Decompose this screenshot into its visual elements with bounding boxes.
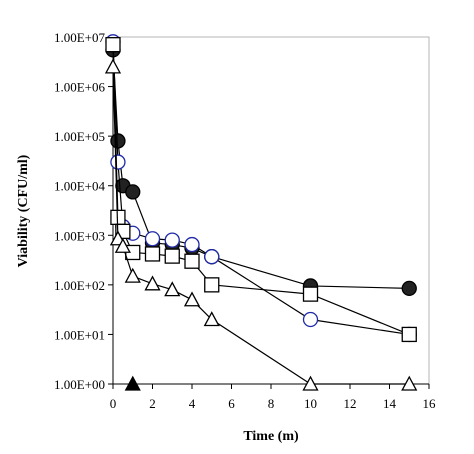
data-point: [124, 267, 141, 283]
x-tick-labels: 0 2 4 6 8 10 12 14 16: [110, 396, 436, 411]
data-point: [164, 248, 180, 264]
data-point: [164, 281, 181, 297]
y-tick-label: 1.00E+00: [54, 377, 105, 392]
series-filled-triangle: [124, 375, 141, 391]
series-line: [112, 41, 410, 336]
data-point: [302, 311, 319, 328]
series-open-square: [105, 37, 417, 343]
y-tick-label: 1.00E+03: [54, 228, 105, 243]
data-point: [203, 311, 220, 327]
x-tick-label: 2: [149, 396, 156, 411]
x-tick-label: 6: [228, 396, 235, 411]
y-tick-labels: 1.00E+00 1.00E+01 1.00E+02 1.00E+03 1.00E+04…: [54, 30, 106, 392]
y-tick-label: 1.00E+05: [54, 129, 105, 144]
data-point: [302, 375, 319, 391]
x-tick-label: 14: [383, 396, 397, 411]
plot-area: [112, 36, 430, 385]
data-point: [104, 58, 122, 74]
y-tick-label: 1.00E+04: [54, 179, 106, 194]
y-tick-label: 1.00E+06: [54, 80, 106, 95]
series-layer: [104, 34, 418, 391]
data-point: [204, 277, 220, 293]
data-point: [124, 375, 141, 391]
y-axis-label: Viability (CFU/ml): [16, 154, 31, 267]
data-point: [401, 326, 417, 343]
data-point: [144, 246, 161, 262]
data-point: [184, 253, 200, 269]
data-point: [204, 249, 220, 265]
y-tick-label: 1.00E+02: [54, 278, 105, 293]
y-tick-label: 1.00E+01: [54, 327, 105, 342]
x-tick-label: 4: [189, 396, 196, 411]
x-tick-label: 12: [344, 396, 357, 411]
x-axis-label: Time (m): [243, 429, 299, 444]
x-tick-label: 10: [304, 396, 317, 411]
data-point: [110, 133, 126, 149]
data-point: [114, 237, 131, 253]
series-open-triangle: [104, 58, 418, 391]
data-point: [184, 236, 200, 253]
x-tick-label: 16: [423, 396, 437, 411]
x-tick-label: 8: [268, 396, 275, 411]
data-point: [105, 37, 121, 53]
data-point: [110, 154, 126, 170]
x-tick-label: 0: [110, 396, 117, 411]
data-point: [144, 275, 161, 291]
y-tick-label: 1.00E+07: [54, 30, 106, 45]
data-point: [164, 232, 180, 248]
data-point: [401, 375, 418, 391]
data-point: [125, 184, 141, 200]
data-point: [144, 231, 161, 247]
data-point: [401, 280, 417, 297]
data-point: [183, 291, 201, 307]
data-point: [302, 286, 319, 302]
